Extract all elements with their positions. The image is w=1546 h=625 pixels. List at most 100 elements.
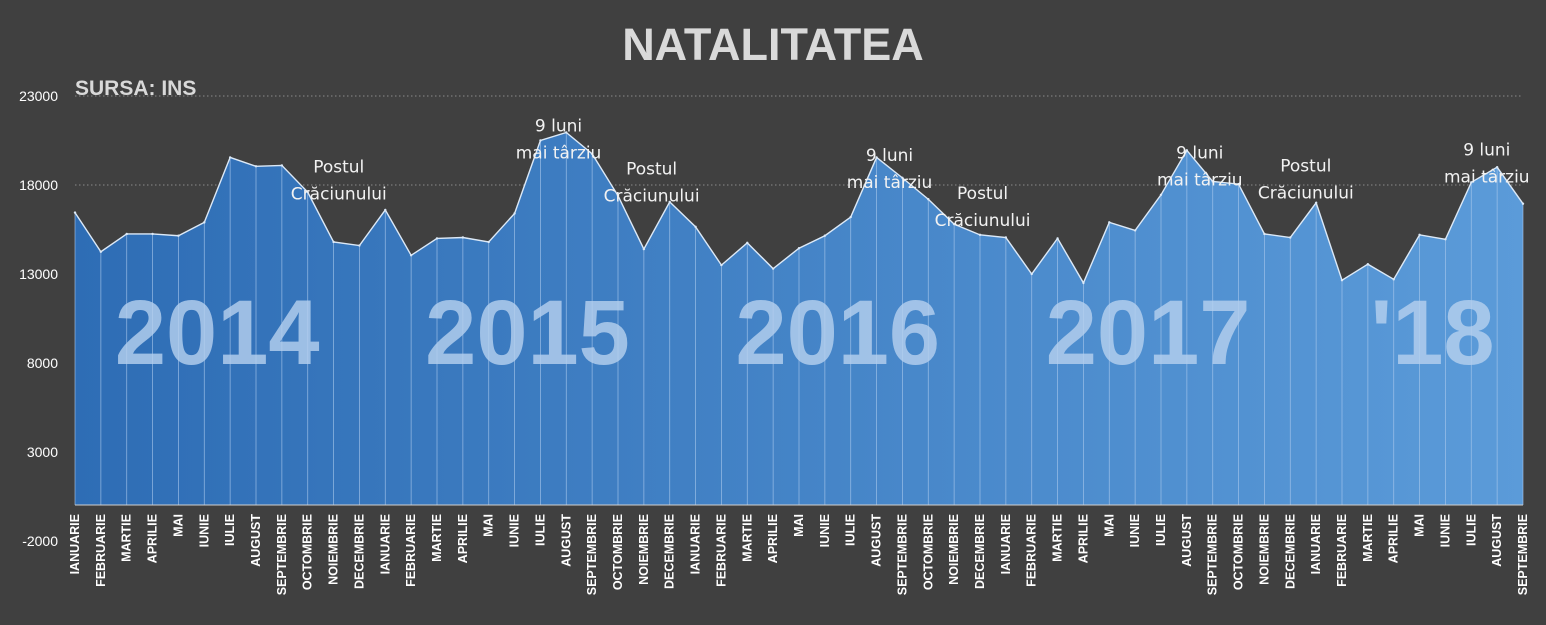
x-tick-label: IULIE <box>844 514 858 546</box>
data-point <box>254 165 258 168</box>
x-tick-label: SEPTEMBRIE <box>275 514 289 595</box>
x-tick-label: MARTIE <box>740 514 754 562</box>
data-point <box>487 240 490 244</box>
y-tick-label: 13000 <box>19 266 58 282</box>
data-point <box>1495 166 1499 169</box>
x-tick-label: MARTIE <box>1051 514 1065 562</box>
x-tick-label: IUNIE <box>508 514 522 547</box>
data-point <box>771 267 775 270</box>
x-tick-label: SEPTEMBRIE <box>1206 514 1220 595</box>
annotation-line: mai târziu <box>1157 170 1243 190</box>
y-tick-label: -2000 <box>22 533 58 549</box>
data-point <box>668 200 671 204</box>
x-tick-label: AUGUST <box>249 514 263 567</box>
grid-lines <box>75 95 1523 186</box>
annotation: Postul Crăciunului <box>604 159 700 206</box>
data-point <box>1470 181 1473 184</box>
data-point <box>1314 201 1318 204</box>
annotation: Postul Crăciunului <box>935 184 1031 231</box>
x-tick-label: IUNIE <box>197 514 211 547</box>
x-tick-label: FEBRUARIE <box>1335 514 1349 587</box>
data-point <box>1030 272 1033 276</box>
annotation-line: Crăciunului <box>291 185 387 205</box>
x-tick-label: IANUARIE <box>68 514 82 574</box>
data-point <box>73 211 77 214</box>
data-point <box>1263 232 1266 236</box>
x-tick-label: OCTOMBRIE <box>1232 514 1246 590</box>
annotation-line: 9 luni <box>535 117 582 137</box>
data-point <box>978 233 982 237</box>
data-point <box>358 244 361 247</box>
x-tick-label: NOIEMBRIE <box>327 514 341 585</box>
data-point <box>797 246 801 250</box>
annotation: 9 luni mai târziu <box>1444 141 1530 188</box>
annotation-line: Crăciunului <box>935 211 1031 231</box>
x-tick-label: MAI <box>792 514 806 537</box>
x-tick-label: APRILIE <box>766 514 780 563</box>
annotation-line: mai târziu <box>1444 168 1530 188</box>
annotation-line: mai târziu <box>847 173 933 193</box>
x-tick-label: IULIE <box>533 514 547 546</box>
year-label: 2015 <box>425 282 630 384</box>
x-tick-label: FEBRUARIE <box>404 514 418 587</box>
x-tick-label: IANUARIE <box>689 514 703 574</box>
data-point <box>952 222 956 226</box>
x-tick-label: IANUARIE <box>378 514 392 574</box>
data-point <box>332 240 335 244</box>
data-point <box>539 139 542 142</box>
x-tick-label: OCTOMBRIE <box>921 514 935 590</box>
data-point <box>384 208 387 212</box>
x-tick-label: FEBRUARIE <box>1025 514 1039 587</box>
x-tick-label: IULIE <box>1154 514 1168 546</box>
x-tick-label: IULIE <box>1464 514 1478 546</box>
data-point <box>875 156 878 159</box>
annotation-line: Crăciunului <box>604 186 700 206</box>
x-tick-label: MARTIE <box>1361 514 1375 562</box>
data-point <box>1133 229 1137 232</box>
x-tick-label: AUGUST <box>1490 514 1504 567</box>
y-tick-label: 3000 <box>27 444 58 460</box>
x-tick-label: APRILIE <box>1387 514 1401 563</box>
x-tick-label: MAI <box>171 514 185 537</box>
data-point <box>746 241 749 245</box>
annotation-line: Postul <box>957 184 1008 204</box>
data-point <box>642 247 646 251</box>
x-tick-label: DECEMBRIE <box>1283 514 1297 589</box>
data-point <box>280 164 284 167</box>
annotation-line: 9 luni <box>1176 143 1223 163</box>
data-point <box>590 152 594 156</box>
data-point <box>1185 149 1189 152</box>
x-tick-label: DECEMBRIE <box>663 514 677 589</box>
data-point <box>306 190 309 194</box>
x-tick-label: NOIEMBRIE <box>1257 514 1271 585</box>
annotation: Postul Crăciunului <box>1258 157 1354 204</box>
x-tick-label: AUGUST <box>559 514 573 567</box>
data-point <box>1521 202 1525 205</box>
data-point <box>203 221 206 224</box>
x-tick-label: OCTOMBRIE <box>611 514 625 590</box>
data-point <box>901 176 904 180</box>
annotation-line: Postul <box>313 158 364 178</box>
data-point <box>99 250 103 253</box>
x-axis-ticks: IANUARIE FEBRUARIE MARTIE APRILIE MAI IUNIE IU… <box>68 514 1530 596</box>
year-label: 2016 <box>735 282 940 384</box>
annotations: Postul Crăciunului 9 luni mai târziu Postul C… <box>291 117 1530 232</box>
data-point <box>125 232 128 236</box>
x-tick-label: NOIEMBRIE <box>947 514 961 585</box>
data-point <box>151 232 154 236</box>
y-tick-label: 8000 <box>27 355 58 371</box>
data-point <box>1444 238 1447 241</box>
x-tick-label: SEPTEMBRIE <box>1516 514 1530 595</box>
data-point <box>1289 236 1292 239</box>
x-tick-label: IUNIE <box>818 514 832 547</box>
data-point <box>1366 263 1370 266</box>
x-tick-label: IULIE <box>223 514 237 546</box>
data-point <box>1392 278 1395 281</box>
data-point <box>1108 221 1111 224</box>
x-tick-label: APRILIE <box>1076 514 1090 563</box>
area-series <box>73 131 1525 506</box>
annotation-line: Crăciunului <box>1258 184 1354 204</box>
x-tick-label: OCTOMBRIE <box>301 514 315 590</box>
x-tick-label: MAI <box>482 514 496 537</box>
